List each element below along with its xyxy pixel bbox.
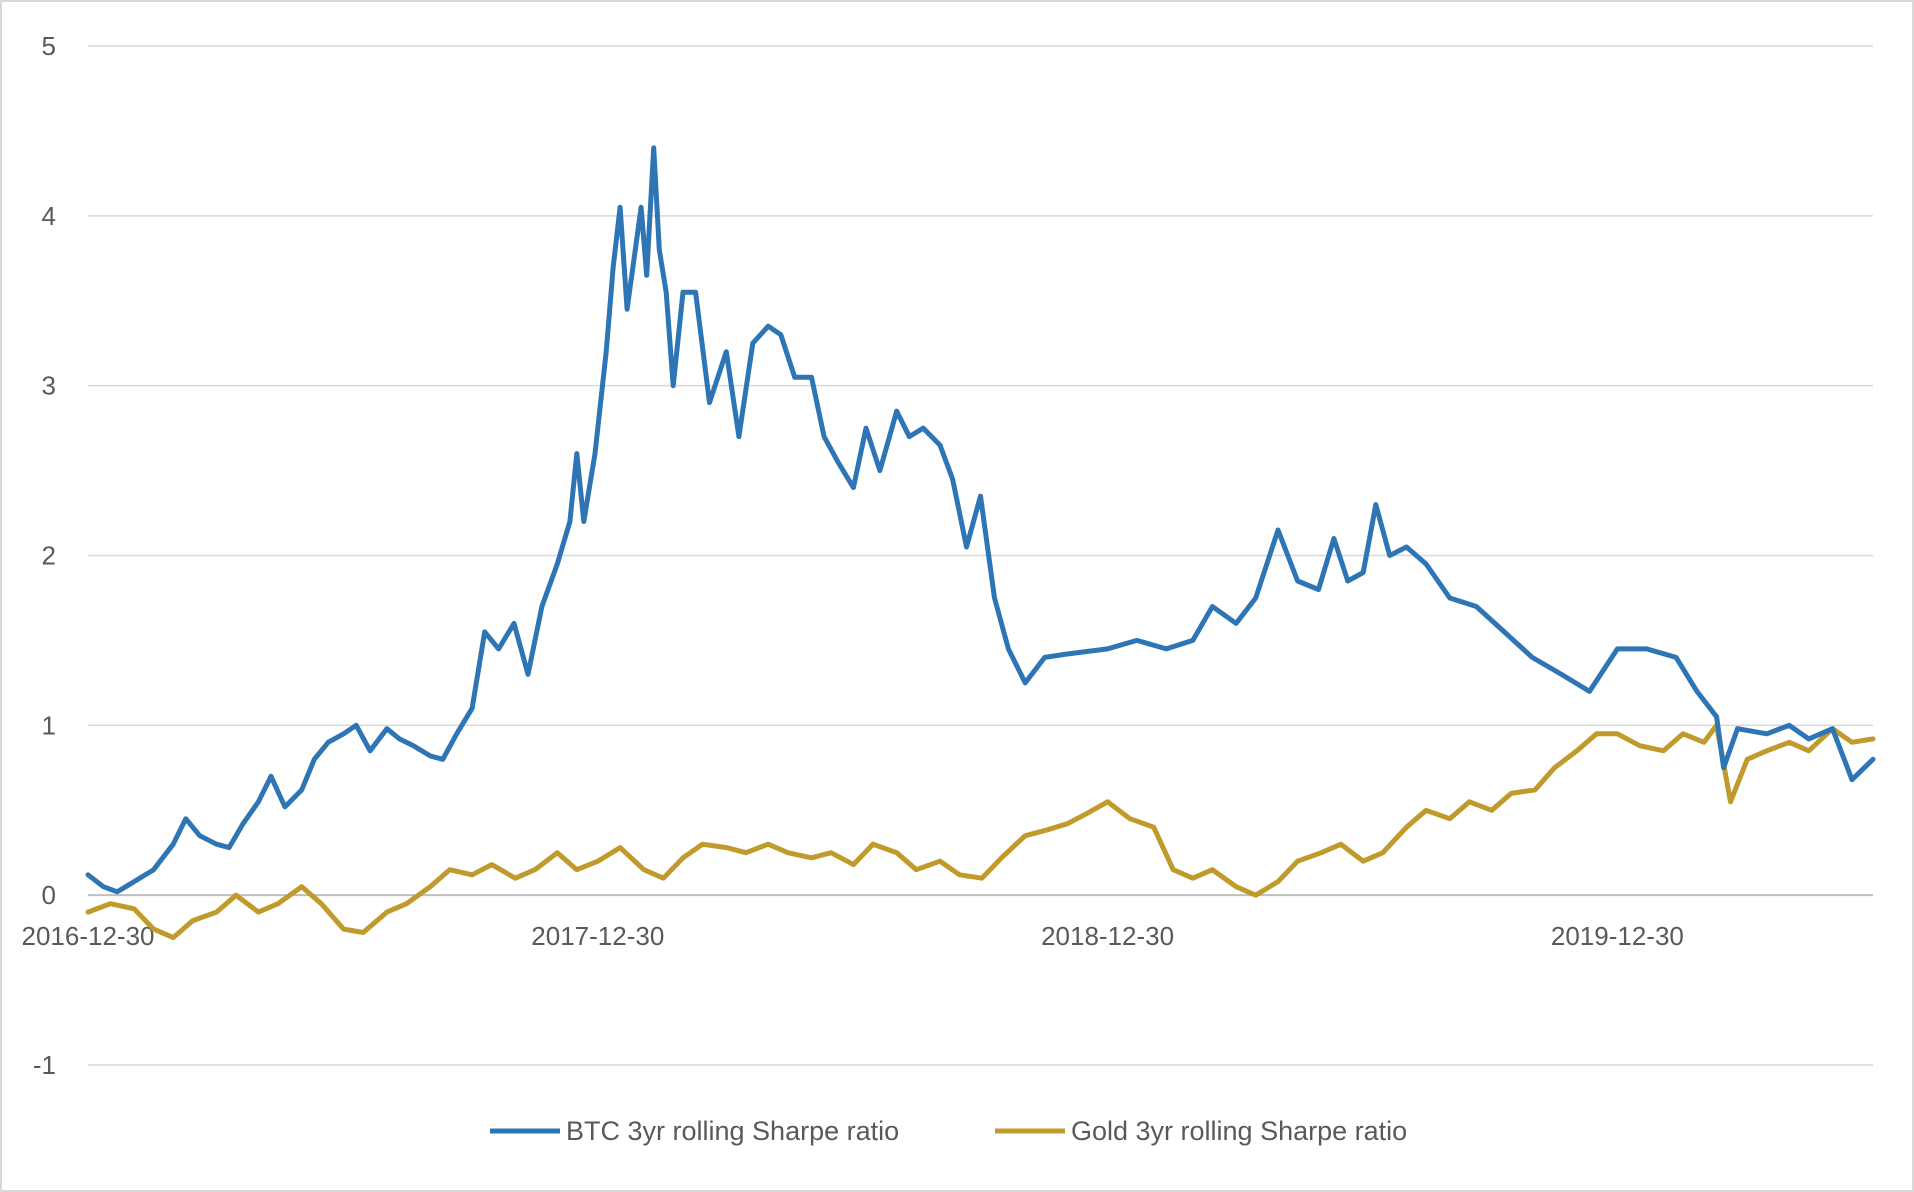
- legend-label-gold: Gold 3yr rolling Sharpe ratio: [1071, 1116, 1407, 1146]
- x-tick-label: 2019-12-30: [1551, 921, 1684, 951]
- series-line-gold: [85, 722, 1876, 941]
- x-tick-label: 2017-12-30: [531, 921, 664, 951]
- legend: BTC 3yr rolling Sharpe ratio Gold 3yr ro…: [490, 1116, 1407, 1146]
- y-axis: 5 4 3 2 1 0 -1: [33, 31, 56, 1080]
- y-tick-label: 2: [42, 541, 56, 571]
- y-tick-label: 0: [42, 880, 56, 910]
- x-tick-label: 2018-12-30: [1041, 921, 1174, 951]
- series-line-btc: [85, 145, 1876, 895]
- y-tick-label: 3: [42, 371, 56, 401]
- series-layer: [85, 145, 1876, 941]
- x-tick-label: 2016-12-30: [22, 921, 155, 951]
- gridlines: [88, 45, 1873, 1066]
- legend-label-btc: BTC 3yr rolling Sharpe ratio: [566, 1116, 899, 1146]
- y-tick-label: 5: [42, 31, 56, 61]
- y-tick-label: 4: [42, 201, 56, 231]
- y-tick-label: -1: [33, 1050, 56, 1080]
- y-tick-label: 1: [42, 710, 56, 740]
- x-axis: 2016-12-30 2017-12-30 2018-12-30 2019-12…: [22, 921, 1684, 951]
